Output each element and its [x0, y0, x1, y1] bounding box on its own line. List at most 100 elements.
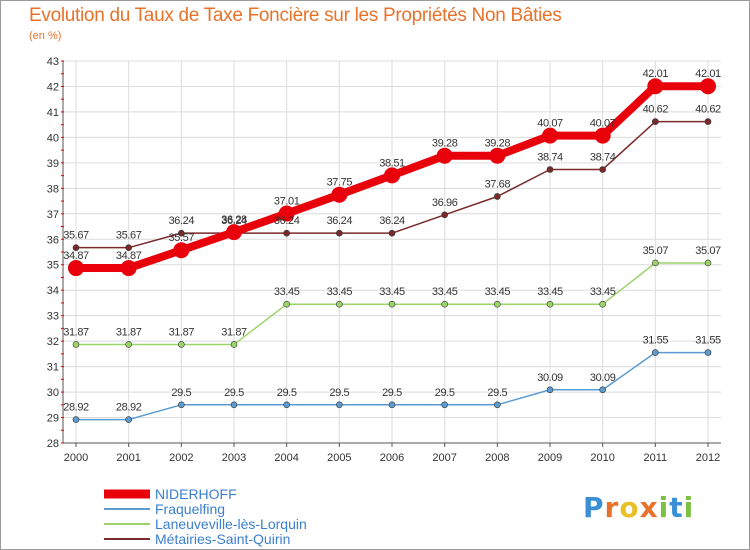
- y-tick-label: 39: [47, 158, 59, 170]
- data-point: [700, 78, 716, 95]
- data-point: [336, 229, 343, 237]
- data-point: [494, 193, 501, 200]
- x-tick-label: 2006: [380, 452, 404, 464]
- data-point: [704, 349, 712, 356]
- data-point: [178, 229, 185, 237]
- y-tick-label: 35: [47, 260, 59, 272]
- data-point: [283, 229, 290, 237]
- data-point: [652, 259, 659, 267]
- data-label: 29.5: [435, 387, 455, 399]
- data-point: [388, 300, 396, 308]
- y-tick-label: 31: [47, 362, 59, 374]
- x-tick-label: 2010: [590, 452, 614, 464]
- data-label: 38.74: [537, 151, 563, 163]
- data-point: [178, 401, 185, 409]
- data-label: 36.24: [327, 215, 353, 227]
- x-tick-label: 2007: [432, 452, 456, 464]
- data-point: [336, 300, 343, 308]
- data-label: 33.45: [327, 286, 353, 298]
- legend-label: NIDERHOFF: [155, 486, 237, 502]
- data-label: 42.01: [695, 68, 721, 80]
- data-point: [72, 416, 80, 423]
- data-label: 33.45: [590, 286, 616, 298]
- data-point: [704, 118, 712, 125]
- y-tick-label: 38: [47, 183, 59, 195]
- data-label: 31.87: [221, 326, 247, 338]
- x-tick-label: 2011: [644, 452, 668, 464]
- data-label: 33.45: [432, 286, 458, 298]
- data-label: 30.09: [590, 372, 616, 384]
- data-label: 39.28: [485, 138, 511, 150]
- data-point: [120, 260, 137, 277]
- data-point: [283, 401, 290, 409]
- x-tick-label: 2008: [485, 452, 509, 464]
- data-point: [173, 242, 190, 259]
- data-label: 35.67: [116, 230, 142, 242]
- data-point: [704, 259, 712, 267]
- logo-letter: r: [604, 491, 620, 524]
- chart-title: Evolution du Taux de Taxe Foncière sur l…: [29, 5, 562, 26]
- data-point: [494, 300, 501, 308]
- logo-letter: i: [658, 491, 670, 524]
- data-label: 35.07: [643, 245, 669, 257]
- data-label: 38.51: [379, 157, 405, 169]
- data-point: [331, 186, 348, 203]
- x-tick-label: 2005: [327, 452, 351, 464]
- data-point: [125, 416, 132, 423]
- y-tick-label: 43: [47, 56, 59, 68]
- data-point: [388, 229, 396, 237]
- data-label: 29.5: [487, 387, 507, 399]
- data-point: [72, 341, 80, 348]
- x-tick-label: 2004: [274, 452, 298, 464]
- data-point: [230, 401, 238, 409]
- data-label: 35.67: [63, 230, 89, 242]
- data-label: 29.5: [171, 387, 191, 399]
- data-point: [336, 401, 343, 409]
- y-tick-label: 33: [47, 311, 59, 323]
- data-label: 37.01: [274, 196, 300, 208]
- logo-letter: x: [639, 491, 659, 524]
- data-point: [125, 244, 132, 251]
- data-point: [594, 127, 611, 144]
- data-point: [647, 78, 664, 95]
- logo-letter: i: [683, 491, 695, 524]
- data-label: 42.01: [643, 68, 669, 80]
- y-tick-label: 29: [47, 413, 59, 425]
- x-tick-label: 2012: [696, 452, 720, 464]
- data-point: [546, 386, 554, 394]
- data-label: 31.87: [63, 326, 89, 338]
- logo-letter: P: [583, 491, 605, 524]
- legend-label: Fraquelfing: [155, 501, 225, 517]
- y-tick-label: 40: [47, 132, 59, 144]
- data-point: [178, 341, 185, 348]
- data-label: 35.57: [169, 232, 195, 244]
- data-label: 33.45: [485, 286, 511, 298]
- x-tick-label: 2009: [538, 452, 562, 464]
- data-label: 40.07: [590, 118, 616, 130]
- x-tick-label: 2000: [64, 452, 88, 464]
- data-label: 33.45: [379, 286, 405, 298]
- data-point: [441, 401, 448, 409]
- data-point: [489, 147, 506, 164]
- data-label: 36.28: [221, 214, 247, 226]
- data-label: 31.87: [169, 326, 195, 338]
- data-label: 33.45: [537, 286, 563, 298]
- data-point: [599, 166, 606, 173]
- data-point: [494, 401, 501, 409]
- y-tick-label: 32: [47, 336, 59, 348]
- data-point: [599, 386, 606, 394]
- x-tick-label: 2002: [169, 452, 193, 464]
- data-label: 40.62: [695, 104, 721, 116]
- data-point: [388, 401, 396, 409]
- data-label: 40.62: [643, 104, 669, 116]
- data-point: [68, 260, 84, 277]
- data-label: 28.92: [116, 402, 142, 414]
- data-label: 28.92: [63, 402, 89, 414]
- proxiti-logo: Proxiti: [583, 491, 694, 524]
- data-point: [546, 300, 554, 308]
- data-label: 37.75: [327, 177, 353, 189]
- y-tick-label: 28: [47, 438, 59, 450]
- data-point: [384, 167, 400, 184]
- data-point: [283, 300, 290, 308]
- data-label: 35.07: [695, 245, 721, 257]
